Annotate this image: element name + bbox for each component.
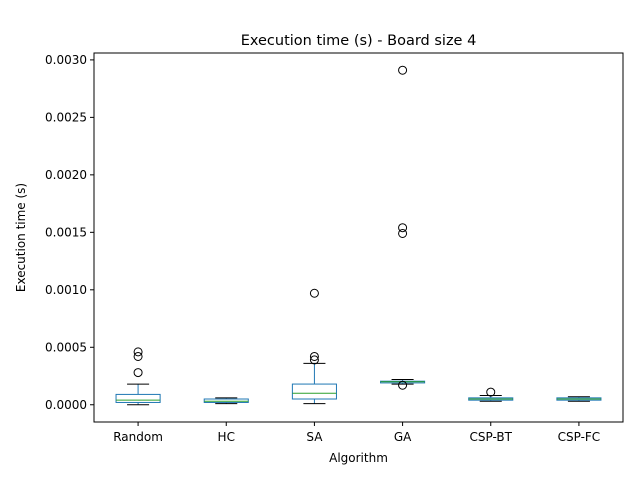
outlier-point: [133, 347, 143, 357]
outlier-point: [398, 228, 408, 238]
box-group: [380, 65, 426, 390]
outlier-point: [398, 380, 408, 390]
y-tick-label: 0.0015: [45, 225, 87, 239]
box-group: [291, 288, 337, 405]
outlier-point: [398, 223, 408, 233]
x-axis-label: Algorithm: [329, 451, 388, 465]
plot-frame: [93, 52, 624, 423]
x-tick-label: CSP-BT: [470, 430, 513, 444]
box-group: [203, 397, 249, 405]
x-tick-label: GA: [394, 430, 412, 444]
outlier-point: [309, 351, 319, 361]
outlier-point: [309, 355, 319, 365]
box-group: [468, 387, 514, 402]
outlier-point: [398, 65, 408, 75]
y-tick-label: 0.0025: [45, 110, 87, 124]
y-tick-label: 0.0000: [45, 398, 87, 412]
y-axis: 0.0000 0.0005 0.0010 0.0015 0.0020 0.0025 0.00…: [45, 53, 94, 412]
x-tick-label: SA: [306, 430, 323, 444]
outlier-point: [133, 351, 143, 361]
box-group: [556, 396, 602, 402]
y-tick-label: 0.0030: [45, 53, 87, 67]
plot-area: [115, 65, 602, 406]
x-tick-label: HC: [218, 430, 235, 444]
outlier-point: [309, 288, 319, 298]
x-axis: Random HC SA GA CSP-BT CSP-FC: [113, 422, 600, 444]
box: [203, 398, 249, 403]
outlier-point: [133, 368, 143, 378]
y-tick-label: 0.0005: [45, 340, 87, 354]
box: [291, 383, 337, 400]
x-tick-label: Random: [113, 430, 163, 444]
y-axis-label: Execution time (s): [14, 183, 28, 292]
y-tick-label: 0.0020: [45, 168, 87, 182]
outlier-point: [486, 387, 496, 397]
box-group: [115, 347, 161, 406]
box: [115, 393, 161, 403]
chart-title: Execution time (s) - Board size 4: [241, 33, 477, 49]
x-tick-label: CSP-FC: [558, 430, 601, 444]
y-tick-label: 0.0010: [45, 283, 87, 297]
